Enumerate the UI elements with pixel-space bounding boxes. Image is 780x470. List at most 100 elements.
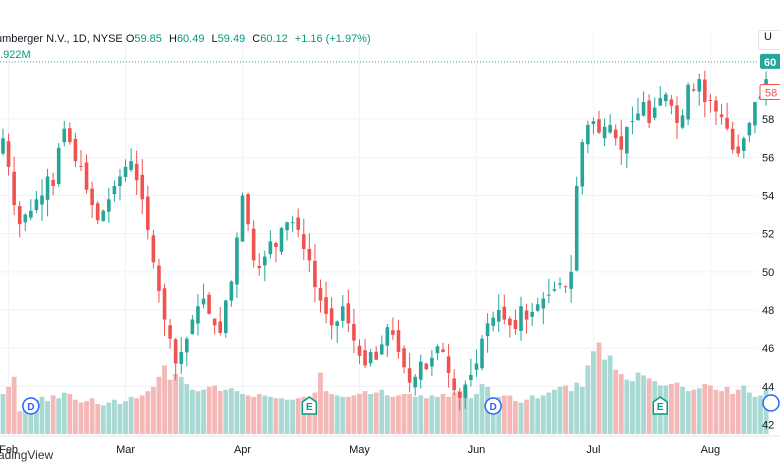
volume-bar [217, 391, 223, 434]
earnings-marker [301, 396, 318, 415]
candle-body [480, 338, 484, 369]
candle-body [491, 317, 495, 326]
open-value: 59.85 [134, 33, 162, 45]
last-price-tag [760, 53, 780, 69]
volume-bar [134, 398, 140, 434]
unit-button[interactable]: U [758, 30, 780, 50]
volume-bar [574, 382, 580, 434]
candle-body [257, 266, 262, 269]
volume-bar [357, 394, 362, 434]
candle-body [251, 228, 256, 261]
volume-bar [390, 396, 396, 434]
candle-body [151, 235, 156, 263]
volume-bar [646, 378, 652, 434]
candle-body [374, 351, 378, 360]
candle-body [591, 121, 596, 125]
volume-bar [719, 391, 724, 434]
volume-bar [279, 398, 284, 434]
candle-body [730, 128, 735, 150]
candle-body [123, 166, 128, 177]
volume-bar [50, 395, 56, 434]
dividend-marker [484, 397, 502, 415]
time-tick-label: Feb [0, 444, 18, 456]
high-label: H [168, 33, 177, 45]
volume-bar [201, 389, 206, 434]
candle-body [630, 121, 635, 123]
volume-bar [691, 389, 697, 434]
volume-bar [680, 386, 685, 434]
volume-bar [546, 392, 552, 434]
dividend-marker [22, 397, 40, 415]
time-tick-label: May [349, 444, 370, 456]
symbol-legend[interactable]: umberger N.V., 1D, NYSE O59.85 H60.49 L5… [0, 33, 375, 45]
volume-bar [724, 386, 730, 434]
candle-body [162, 288, 167, 320]
time-tick-label: Mar [116, 444, 135, 456]
candle-body [613, 129, 618, 139]
candle-body [636, 113, 640, 121]
candle-body [301, 234, 306, 249]
volume-bar [568, 391, 574, 434]
volume-bar [112, 399, 117, 434]
volume-bar [273, 398, 279, 434]
candle-body [385, 327, 390, 346]
candle-body [157, 265, 161, 291]
volume-bar [0, 394, 6, 434]
candle-body [463, 384, 468, 398]
volume-bar [223, 389, 229, 434]
close-value: 60.12 [260, 33, 288, 45]
volume-bar [45, 401, 50, 434]
volume-bar [150, 386, 156, 434]
candle-body [558, 283, 562, 285]
volume-bar [39, 396, 45, 434]
change-value: +1.16 (+1.97%) [294, 33, 371, 45]
candle-body [664, 94, 668, 102]
candle-body [45, 176, 50, 200]
candle-body [625, 126, 629, 154]
candle-body [352, 324, 356, 341]
candle-body [469, 374, 473, 381]
candle-body [357, 345, 362, 356]
volume-bar [446, 396, 451, 434]
volume-bar [669, 384, 674, 434]
candle-body [402, 348, 406, 368]
candle-body [79, 165, 83, 167]
candle-body [185, 338, 189, 353]
volume-bar [596, 342, 602, 434]
volume-bar [407, 394, 413, 434]
candle-body [424, 363, 429, 370]
volume-bar [418, 395, 424, 434]
candle-body [541, 298, 546, 309]
candle-body [418, 361, 423, 380]
time-tick-label: Apr [234, 444, 251, 456]
high-value: 60.49 [176, 33, 205, 45]
volume-bar [540, 395, 546, 434]
volume-bar [234, 391, 240, 434]
candle-body [719, 114, 724, 118]
candle-body [602, 126, 607, 139]
volume-bar [423, 398, 429, 434]
price-tick-label: 48 [762, 305, 774, 317]
volume-bar [117, 404, 123, 434]
volume-bar [752, 396, 758, 434]
candle-body [140, 174, 145, 200]
volume-bar [256, 394, 262, 434]
volume-bar [323, 391, 329, 434]
volume-bar [641, 375, 646, 434]
tradingview-logo[interactable]: adingView [0, 448, 54, 462]
candle-body [235, 237, 239, 285]
volume-bar [685, 391, 691, 434]
candle-body [168, 325, 172, 339]
volume-bar [412, 396, 418, 434]
price-tick-label: 58 [762, 114, 774, 126]
candle-body [530, 311, 534, 317]
candle-body [747, 122, 752, 136]
candle-body [207, 294, 211, 314]
volume-bar [162, 365, 167, 434]
volume-bar [206, 386, 212, 434]
volume-bar [702, 384, 708, 434]
candle-body [12, 171, 16, 206]
candle-body [229, 281, 234, 301]
volume-bar [373, 392, 379, 434]
